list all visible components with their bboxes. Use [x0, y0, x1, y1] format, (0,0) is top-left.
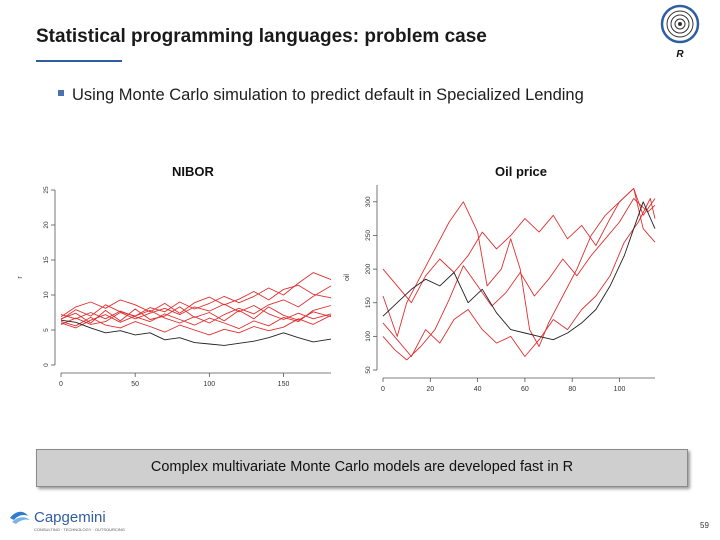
- x-tick-label: 150: [278, 381, 290, 388]
- y-tick-label: 20: [43, 221, 50, 229]
- x-tick-label: 50: [131, 381, 139, 388]
- x-tick-label: 80: [568, 386, 576, 393]
- x-tick-label: 40: [474, 386, 482, 393]
- series-line-5: [60, 305, 332, 330]
- series-line-2: [382, 187, 656, 304]
- y-tick-label: 5: [43, 328, 50, 332]
- x-tick-label: 0: [381, 386, 385, 393]
- series-line-8: [60, 319, 332, 346]
- r-logo-icon: R: [660, 4, 700, 60]
- y-tick-label: 0: [43, 363, 50, 367]
- title-underline: [36, 60, 122, 62]
- x-tick-label: 60: [521, 386, 529, 393]
- chart-title-oil: Oil price: [495, 164, 548, 179]
- y-tick-label: 250: [365, 230, 372, 241]
- x-tick-label: 100: [614, 386, 626, 393]
- y-tick-label: 150: [365, 297, 372, 308]
- nibor-chart: 0 50 100 150 0 5 10 15 20 25 r: [17, 186, 332, 388]
- capgemini-logo-icon: Capgemini CONSULTING · TECHNOLOGY · OUTS…: [10, 509, 125, 532]
- brand-name: Capgemini: [34, 509, 106, 526]
- caption-box: Complex multivariate Monte Carlo models …: [36, 449, 688, 487]
- oil-price-chart: 0 20 40 60 80 100 300 250 200 150 100 50 oil: [344, 185, 656, 393]
- series-line-3: [60, 284, 332, 318]
- y-tick-label: 300: [365, 196, 372, 207]
- chart-title-nibor: NIBOR: [172, 164, 214, 179]
- r-logo-letter: R: [676, 49, 684, 60]
- bullet-text: Using Monte Carlo simulation to predict …: [72, 86, 584, 104]
- page-number: 59: [700, 521, 709, 530]
- series-line-4: [382, 198, 656, 361]
- caption-text: Complex multivariate Monte Carlo models …: [150, 459, 574, 475]
- series-line-3: [382, 198, 656, 357]
- series-line-7: [60, 272, 332, 320]
- y-axis-label: oil: [344, 274, 351, 281]
- y-tick-label: 50: [365, 366, 372, 374]
- y-tick-label: 15: [43, 256, 50, 264]
- series-line-1: [60, 306, 332, 324]
- x-tick-label: 20: [426, 386, 434, 393]
- y-axis-label: r: [17, 276, 24, 279]
- x-tick-label: 0: [59, 381, 63, 388]
- x-tick-label: 100: [204, 381, 216, 388]
- brand-tagline: CONSULTING · TECHNOLOGY · OUTSOURCING: [34, 527, 125, 532]
- series-line-1: [382, 187, 656, 347]
- bullet-marker: [58, 90, 64, 96]
- y-tick-label: 200: [365, 263, 372, 274]
- series-line-6: [60, 303, 332, 325]
- series-line-5: [382, 201, 656, 341]
- series-line-4: [60, 285, 332, 329]
- y-tick-label: 10: [43, 291, 50, 299]
- y-tick-label: 25: [43, 186, 50, 194]
- y-tick-label: 100: [365, 331, 372, 342]
- slide-title: Statistical programming languages: probl…: [36, 26, 487, 47]
- series-line-2: [60, 314, 332, 336]
